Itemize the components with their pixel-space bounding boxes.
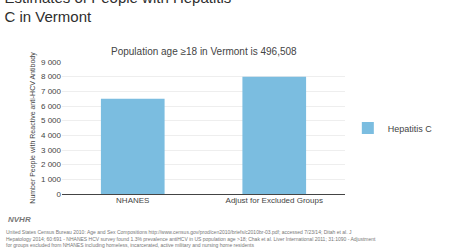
svg-text:7 000: 7 000 bbox=[41, 87, 62, 96]
svg-text:Estimates of People with Hepat: Estimates of People with HepatitisC in V… bbox=[5, 0, 232, 25]
svg-text:4 000: 4 000 bbox=[41, 131, 62, 140]
svg-text:Adjust for Excluded Groups: Adjust for Excluded Groups bbox=[226, 196, 323, 205]
svg-text:3 000: 3 000 bbox=[41, 146, 62, 155]
svg-text:2 000: 2 000 bbox=[41, 160, 62, 169]
svg-text:Hepatitis C: Hepatitis C bbox=[388, 124, 433, 134]
svg-text:5 000: 5 000 bbox=[41, 116, 62, 125]
svg-text:8 000: 8 000 bbox=[41, 72, 62, 81]
svg-text:6 000: 6 000 bbox=[41, 102, 62, 111]
svg-text:United States Census Bureau 20: United States Census Bureau 2010: Age an… bbox=[6, 229, 376, 248]
svg-text:NHANES: NHANES bbox=[116, 196, 149, 205]
svg-text:NVHR: NVHR bbox=[8, 215, 31, 224]
svg-text:1 000: 1 000 bbox=[41, 175, 62, 184]
svg-text:0: 0 bbox=[57, 190, 62, 199]
svg-text:Number People with Reactive an: Number People with Reactive anti-HCV Ant… bbox=[29, 52, 37, 204]
svg-text:9 000: 9 000 bbox=[41, 58, 62, 67]
svg-text:Population age ≥18 in Vermont: Population age ≥18 in Vermont is 496,508 bbox=[111, 46, 297, 57]
